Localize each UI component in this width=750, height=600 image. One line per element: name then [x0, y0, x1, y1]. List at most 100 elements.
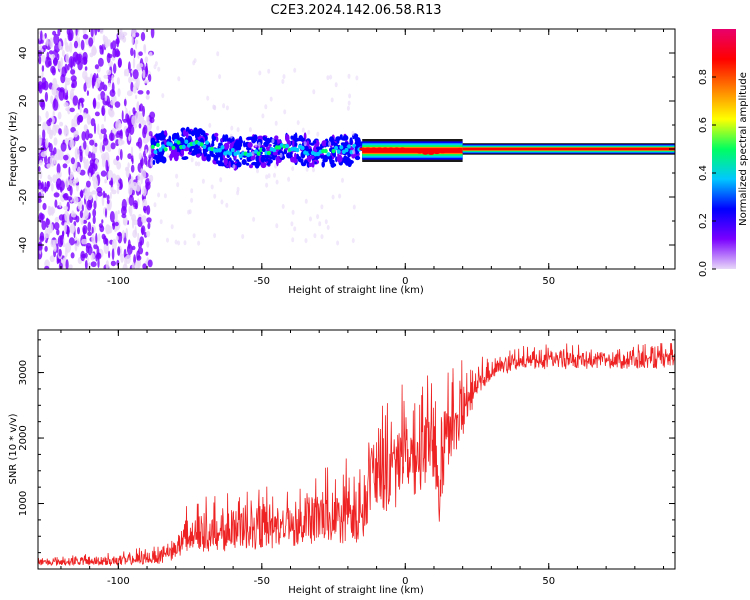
spectrogram-cell — [338, 193, 342, 199]
spectrogram-cell — [106, 52, 111, 64]
spectrogram-cell — [132, 57, 136, 69]
spectrogram-cell — [291, 237, 295, 243]
spectrogram-cell — [106, 69, 112, 76]
spectrogram-cell — [96, 101, 101, 110]
spectrogram-cell — [399, 147, 406, 151]
spectrogram-cell — [303, 141, 307, 147]
spectrogram-cell — [68, 166, 71, 176]
spectrogram-cell — [185, 131, 189, 139]
spectrogram-cell — [283, 109, 287, 115]
spectrogram-cell — [140, 168, 143, 173]
spectrogram-cell — [236, 186, 240, 192]
spectrogram-cell — [342, 135, 349, 141]
spectrogram-cell — [144, 56, 149, 63]
spectrogram-cell — [305, 166, 309, 172]
spectrogram-cell — [126, 197, 130, 206]
spectrogram-cell — [119, 149, 123, 161]
spectrogram-cell — [181, 144, 186, 149]
spectrogram-cell — [111, 74, 114, 83]
spectrogram-cell — [102, 144, 105, 152]
spectrogram-cell — [38, 179, 42, 187]
spectrogram-cell — [260, 156, 266, 163]
spectrogram-cell — [80, 189, 84, 199]
spectrogram-cell — [91, 163, 98, 172]
spectrogram-cell — [265, 157, 269, 162]
spectrogram-cell — [258, 70, 262, 76]
spectrogram-cell — [355, 75, 359, 81]
spectrogram-cell — [111, 238, 117, 251]
spectrogram-cell — [348, 93, 352, 99]
spectrogram-cell — [253, 134, 258, 142]
spectrogram-cell — [131, 218, 135, 229]
spectrogram-cell — [76, 115, 81, 126]
spectrogram-cell — [153, 202, 157, 208]
spectrogram-cell — [137, 90, 144, 95]
spectrogram-cell — [81, 204, 84, 212]
spectrogram-cell — [70, 252, 75, 259]
spectrogram-cell — [276, 139, 281, 145]
spectrogram-cell — [131, 115, 137, 126]
spectrogram-cell — [77, 226, 80, 235]
spectrogram-cell — [329, 136, 334, 144]
spectrogram-cell — [320, 155, 324, 159]
spectrogram-cell — [323, 148, 328, 154]
spectrogram-cell — [117, 210, 120, 215]
spectrogram-cell — [59, 65, 62, 76]
spectrogram-cell — [89, 139, 95, 146]
spectrogram-cell — [456, 147, 463, 151]
spectrogram-cell — [57, 111, 62, 120]
spectrogram-cell — [72, 178, 79, 184]
spectrogram-cell — [114, 210, 118, 222]
spectrogram-cell — [328, 141, 332, 147]
spectrogram-cell — [40, 30, 43, 42]
spectrogram-cell — [297, 156, 302, 163]
spectrogram-cell — [64, 83, 68, 94]
spectrogram-cell — [220, 145, 225, 150]
x-tick-label: 50 — [542, 576, 555, 587]
snr-y-ticks: 1000 2000 3000 — [18, 339, 675, 570]
spectrogram-cell — [133, 49, 136, 59]
spectrogram-cell — [82, 210, 89, 220]
spectrogram-cell — [41, 55, 46, 63]
spectrogram-cell — [100, 170, 107, 177]
spectrogram-cell — [83, 190, 89, 200]
colorbar-ticks: 0.0 0.2 0.4 0.6 0.8 — [698, 69, 716, 277]
spectrogram-cell — [58, 41, 62, 50]
spectrogram-cell — [91, 147, 98, 154]
spectrogram-cell — [211, 142, 215, 147]
spectrogram-cell — [170, 224, 174, 230]
spectrogram-cell — [137, 247, 144, 255]
spectrogram-cell — [285, 134, 290, 140]
spectrogram-cell — [201, 153, 204, 161]
snr-y-axis-label: SNR (10 * v/v) — [8, 413, 19, 484]
x-tick-label: 0 — [402, 276, 408, 287]
spectrogram-cell — [64, 63, 68, 74]
spectrogram-cell — [52, 30, 57, 36]
spectrogram-cell — [145, 62, 148, 75]
spectrogram-cell — [131, 34, 134, 46]
spectrogram-cell — [238, 135, 243, 144]
spectrogram-cell — [59, 201, 62, 208]
spectrogram-cell — [292, 158, 298, 164]
spectrogram-cell — [336, 154, 343, 163]
spectrogram-cell — [116, 185, 120, 195]
spectrogram-cell — [117, 58, 122, 68]
spectrogram-cell — [307, 129, 311, 135]
spectrogram-cell — [223, 157, 228, 166]
spectrogram-cell — [308, 155, 315, 160]
spectrogram-cell — [249, 164, 253, 169]
colorbar-tick-label: 0.4 — [698, 165, 709, 181]
y-tick-label: -40 — [18, 237, 29, 253]
spectrogram-cell — [63, 102, 69, 108]
spectrogram-cell — [38, 115, 42, 123]
spectrogram-cell — [93, 243, 98, 250]
spectrogram-cell — [42, 202, 47, 211]
spectrogram-cell — [94, 29, 98, 36]
spectrogram-cell — [56, 183, 60, 189]
spectrogram-cell — [67, 63, 70, 71]
colorbar-gradient — [712, 29, 736, 269]
spectrogram-cell — [41, 220, 47, 231]
spectrogram-cell — [105, 260, 110, 269]
spectrogram-cell — [122, 216, 128, 226]
spectrogram-cell — [134, 32, 140, 38]
